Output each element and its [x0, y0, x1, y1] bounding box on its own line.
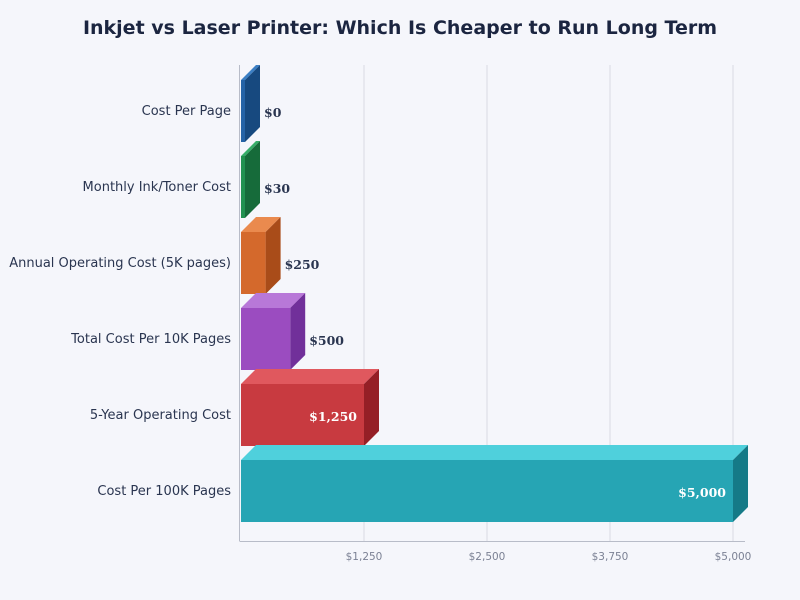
bar: $1,250: [241, 369, 379, 446]
value-label: $0: [264, 105, 282, 120]
x-tick-label: $5,000: [715, 551, 752, 563]
value-label: $250: [285, 257, 320, 272]
bar: $500: [241, 293, 344, 370]
bar-top-face: [241, 445, 748, 460]
bar-top-face: [241, 369, 379, 384]
value-label: $30: [264, 181, 290, 196]
bar-side-face: [733, 445, 748, 522]
bar-side-face: [265, 217, 281, 294]
bar-side-face: [245, 141, 260, 218]
bar-front-face: [241, 80, 245, 142]
bar: $5,000: [241, 445, 748, 522]
category-label: Annual Operating Cost (5K pages): [9, 256, 231, 271]
value-label: $500: [309, 333, 344, 348]
category-label: 5-Year Operating Cost: [90, 408, 231, 423]
bar-front-face: [241, 308, 291, 370]
bar-front-face: [241, 156, 245, 218]
bar-top-face: [241, 65, 260, 80]
chart-title: Inkjet vs Laser Printer: Which Is Cheape…: [83, 17, 717, 39]
category-label: Cost Per 100K Pages: [97, 484, 231, 499]
bar: $30: [241, 141, 290, 218]
value-label: $1,250: [309, 409, 357, 424]
bar: $250: [241, 217, 320, 294]
bar-top-face: [241, 293, 306, 308]
x-tick-label: $2,500: [469, 551, 506, 563]
category-labels: Cost Per Page Monthly Ink/Toner Cost Annua…: [9, 104, 231, 499]
category-label: Monthly Ink/Toner Cost: [83, 180, 231, 195]
x-tick-label: $3,750: [592, 551, 629, 563]
bar-side-face: [245, 65, 260, 142]
bar-top-face: [241, 141, 260, 156]
category-label: Cost Per Page: [142, 104, 231, 119]
value-label: $5,000: [678, 485, 726, 500]
category-label: Total Cost Per 10K Pages: [70, 332, 231, 347]
bar-top-face: [241, 217, 281, 232]
bar-front-face: [241, 384, 364, 446]
bar-front-face: [241, 232, 266, 294]
bars: $0 $30 $250 $500 $1,250 $5,000: [241, 65, 748, 522]
axes: [239, 65, 745, 542]
bar-side-face: [364, 369, 379, 446]
bar-side-face: [290, 293, 306, 370]
bar: $0: [241, 65, 282, 142]
x-axis-ticks: $1,250 $2,500 $3,750 $5,000: [346, 551, 752, 563]
x-tick-label: $1,250: [346, 551, 383, 563]
bar-front-face: [241, 460, 733, 522]
